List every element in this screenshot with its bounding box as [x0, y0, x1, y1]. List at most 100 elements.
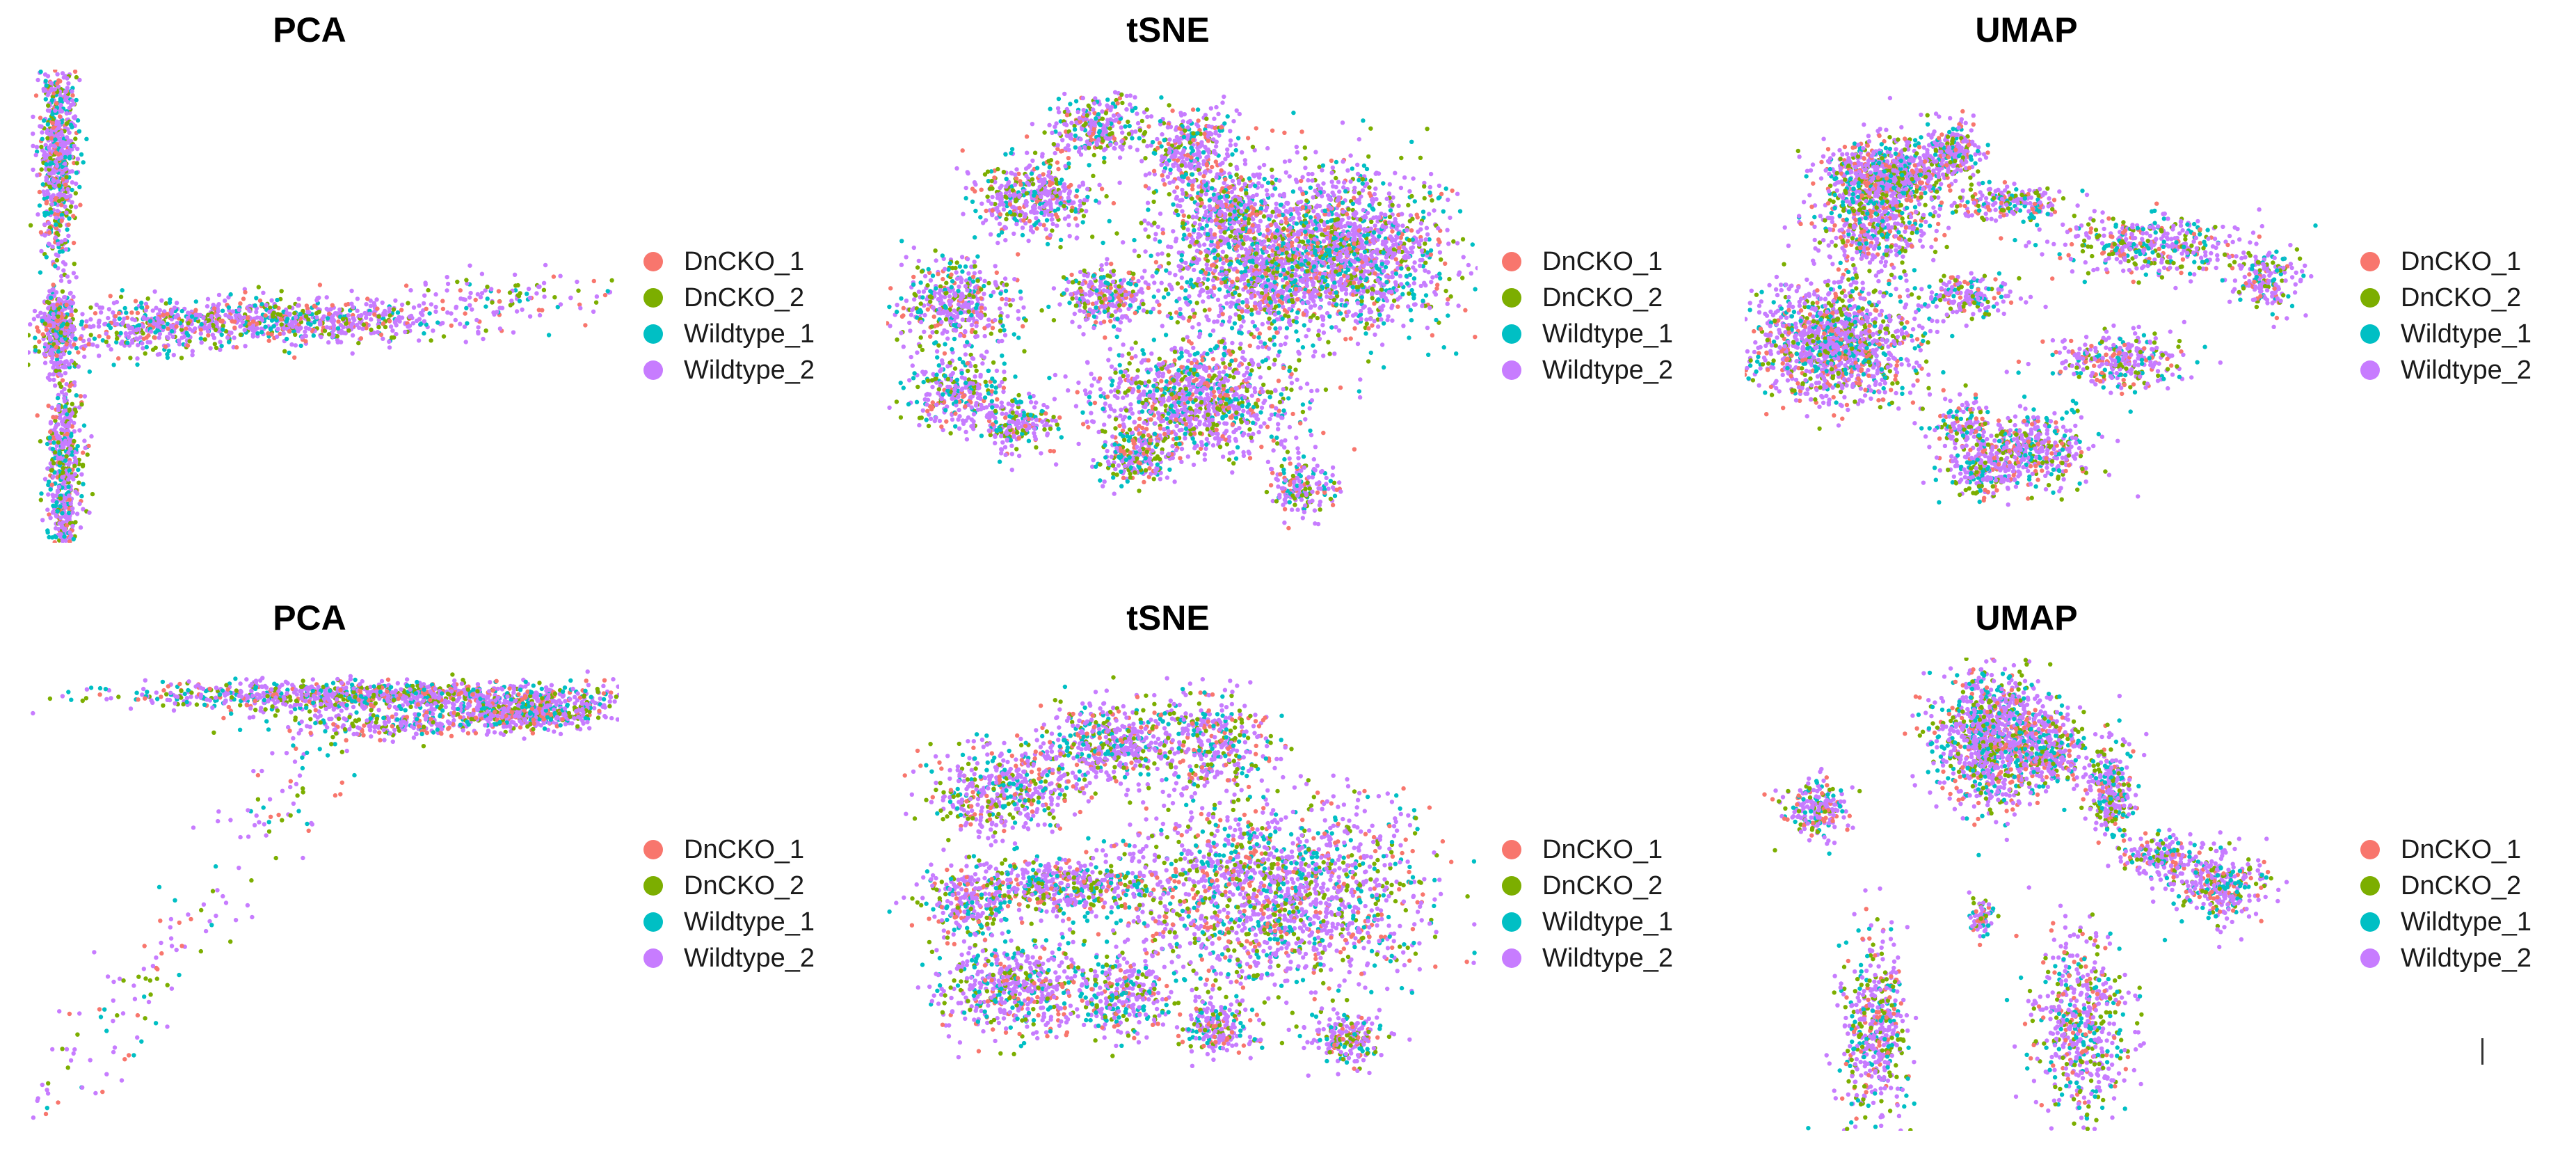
scatter-point [1390, 318, 1395, 323]
scatter-point [112, 317, 117, 323]
scatter-point [1353, 312, 1359, 317]
scatter-point [1373, 186, 1378, 191]
scatter-point [381, 312, 386, 317]
scatter-point [1320, 323, 1325, 328]
scatter-point [490, 300, 495, 305]
scatter-point [1179, 275, 1184, 280]
scatter-point [67, 440, 72, 445]
scatter-point [1237, 292, 1242, 298]
scatter-point [1250, 242, 1255, 247]
scatter-point [1277, 193, 1283, 198]
scatter-point [1217, 313, 1222, 319]
scatter-point [1183, 288, 1188, 293]
scatter-point [267, 310, 272, 315]
scatter-point [1381, 365, 1386, 370]
scatter-point [54, 159, 58, 164]
scatter-point [1132, 237, 1137, 243]
scatter-point [193, 299, 198, 304]
scatter-point [387, 306, 392, 311]
scatter-point [65, 515, 70, 520]
scatter-point [387, 313, 392, 318]
scatter-point [1320, 275, 1325, 280]
scatter-point [57, 451, 62, 456]
scatter-point [48, 420, 54, 424]
scatter-point [479, 291, 485, 296]
scatter-point [1325, 310, 1330, 316]
scatter-point [64, 303, 69, 308]
scatter-point [418, 321, 423, 327]
scatter-point [1320, 250, 1325, 255]
scatter-point [87, 369, 92, 374]
scatter-point [1439, 257, 1443, 262]
scatter-point [54, 318, 59, 324]
scatter-point [1188, 278, 1194, 283]
scatter-point [232, 325, 237, 331]
scatter-point [1369, 219, 1374, 224]
legend: DnCKO_1 DnCKO_2 Wildtype_1 Wildtype_2 [643, 244, 852, 388]
scatter-point [1265, 278, 1271, 283]
scatter-point [58, 278, 64, 283]
scatter-point [1448, 215, 1453, 221]
scatter-point [1305, 278, 1311, 283]
scatter-point [1185, 335, 1190, 340]
scatter-point [558, 273, 563, 278]
scatter-point [1418, 221, 1424, 226]
scatter-point [73, 308, 78, 313]
scatter-point [59, 219, 64, 223]
scatter-point [1268, 300, 1273, 305]
scatter-point [97, 353, 102, 358]
scatter-point [1151, 190, 1157, 195]
scatter-point [1395, 297, 1400, 302]
scatter-point [1379, 317, 1384, 322]
scatter-point [218, 340, 223, 344]
scatter-point [46, 221, 51, 225]
scatter-point [59, 338, 64, 343]
scatter-point [1208, 267, 1213, 272]
scatter-point [310, 327, 315, 333]
scatter-point [1355, 341, 1361, 347]
scatter-point [65, 86, 70, 90]
scatter-point [1254, 192, 1259, 198]
scatter-point [70, 424, 74, 429]
scatter-point [1443, 261, 1448, 266]
scatter-point [259, 302, 264, 307]
scatter-point [273, 304, 278, 309]
scatter-point [90, 491, 95, 497]
scatter-point [67, 362, 72, 367]
scatter-point [552, 295, 557, 300]
scatter-point [42, 360, 48, 365]
scatter-point [1315, 241, 1320, 246]
scatter-point [1194, 239, 1199, 244]
scatter-point [205, 296, 211, 301]
scatter-point [1310, 178, 1315, 183]
scatter-point [462, 324, 467, 329]
scatter-point [63, 154, 68, 160]
scatter-point [1334, 294, 1340, 299]
scatter-point [261, 290, 266, 295]
scatter-point [507, 290, 513, 295]
scatter-point [387, 345, 392, 350]
scatter-point [1272, 319, 1277, 324]
scatter-point [1153, 232, 1158, 237]
scatter-point [381, 321, 386, 326]
scatter-point [1127, 318, 1133, 323]
scatter-point [122, 316, 127, 321]
scatter-point [74, 346, 79, 351]
scatter-point [72, 420, 77, 425]
scatter-point [56, 349, 61, 354]
scatter-point [1267, 316, 1272, 321]
scatter-point [65, 127, 70, 132]
scatter-point [1249, 295, 1254, 300]
scatter-point [1308, 318, 1313, 324]
scatter-point [35, 314, 40, 319]
scatter-point [50, 447, 55, 452]
scatter-point [1418, 283, 1423, 289]
scatter-point [1255, 310, 1261, 315]
scatter-point [1198, 283, 1203, 288]
scatter-point [141, 336, 146, 341]
scatter-point [464, 278, 469, 283]
scatter-point [1249, 312, 1254, 317]
scatter-point [157, 351, 162, 357]
scatter-point [1366, 359, 1371, 364]
scatter-point [250, 332, 255, 337]
